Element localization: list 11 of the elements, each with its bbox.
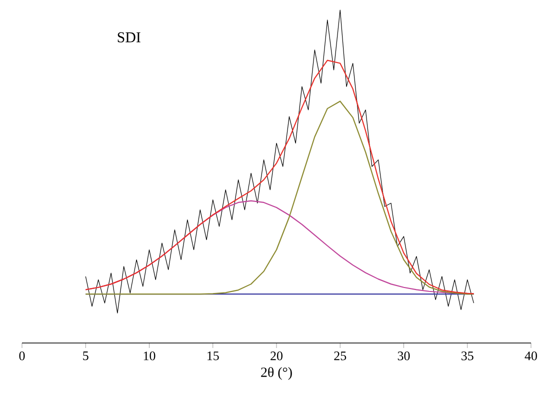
x-tick-label: 40 bbox=[524, 352, 537, 360]
x-tick-label: 5 bbox=[83, 352, 88, 360]
text: SDI bbox=[118, 32, 140, 42]
x-tick-label: 10 bbox=[144, 352, 156, 360]
x-tick-label: 15 bbox=[208, 352, 219, 360]
x-axis-title: 2θ (°) bbox=[261, 367, 292, 380]
x-tick-label: 25 bbox=[334, 352, 346, 360]
x-tick-label: 35 bbox=[462, 352, 474, 360]
x-tick-label: 20 bbox=[270, 352, 282, 360]
x-tick-label: 30 bbox=[398, 352, 410, 360]
x-tick-label: 0 bbox=[19, 352, 25, 360]
